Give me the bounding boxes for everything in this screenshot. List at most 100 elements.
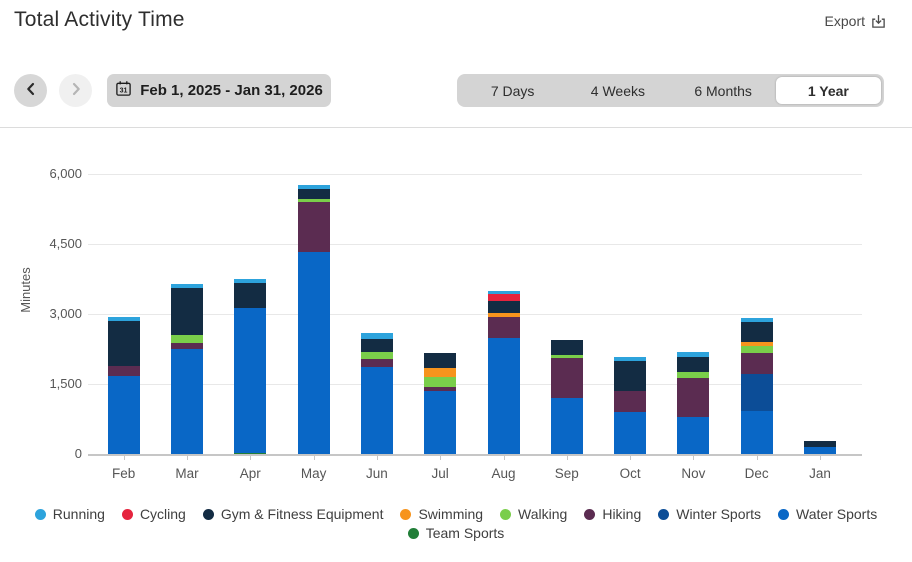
bar-segment-running-dec[interactable] (740, 318, 773, 322)
bar-segment-gym-fitness-equipment-sep[interactable] (550, 340, 583, 356)
legend-item-walking[interactable]: Walking (500, 506, 567, 522)
bar-segment-walking-dec[interactable] (740, 346, 773, 353)
tab-4-weeks[interactable]: 4 Weeks (565, 77, 670, 104)
bar-segment-hiking-aug[interactable] (487, 317, 520, 339)
bar-segment-running-nov[interactable] (677, 352, 710, 357)
x-tick-label-jul: Jul (431, 466, 449, 481)
bar-segment-hiking-may[interactable] (297, 202, 330, 252)
gridline (88, 173, 862, 175)
tab-7-days[interactable]: 7 Days (460, 77, 565, 104)
legend-label: Team Sports (425, 525, 505, 541)
chart-plot: Minutes 0 1,500 3,000 4,500 6,000 Feb Mar Apr Ma… (0, 140, 912, 495)
export-button[interactable]: Export (825, 13, 886, 29)
bar-segment-running-apr[interactable] (234, 278, 267, 283)
date-range-label: Feb 1, 2025 - Jan 31, 2026 (140, 82, 323, 99)
bar-segment-hiking-sep[interactable] (550, 358, 583, 399)
legend-item-gym-fitness-equipment[interactable]: Gym & Fitness Equipment (202, 506, 383, 522)
bar-segment-gym-fitness-equipment-may[interactable] (297, 189, 330, 200)
page-title: Total Activity Time (14, 8, 185, 31)
gridline (88, 243, 862, 245)
legend-item-hiking[interactable]: Hiking (584, 506, 641, 522)
legend-item-team-sports[interactable]: Team Sports (407, 525, 505, 541)
bar-segment-swimming-dec[interactable] (740, 342, 773, 347)
legend-label: Winter Sports (676, 506, 762, 522)
bar-segment-gym-fitness-equipment-feb[interactable] (107, 320, 140, 366)
bar-segment-hiking-nov[interactable] (677, 378, 710, 418)
legend-color-dot (584, 508, 596, 520)
legend-color-dot (202, 508, 214, 520)
legend-color-dot (400, 508, 412, 520)
bar-segment-gym-fitness-equipment-jan[interactable] (804, 441, 836, 448)
x-tick-label-sep: Sep (554, 466, 579, 481)
legend-item-running[interactable]: Running (34, 506, 105, 522)
legend-item-water-sports[interactable]: Water Sports (778, 506, 877, 522)
legend-item-cycling[interactable]: Cycling (121, 506, 186, 522)
bar-segment-water-sports-aug[interactable] (487, 338, 520, 454)
bar-segment-cycling-aug[interactable] (487, 294, 520, 302)
x-tick-label-dec: Dec (744, 466, 769, 481)
bar-segment-hiking-jun[interactable] (360, 359, 393, 368)
bar-segment-gym-fitness-equipment-dec[interactable] (740, 321, 773, 343)
next-period-button[interactable] (59, 74, 92, 107)
bar-segment-walking-jul[interactable] (424, 377, 457, 388)
bar-segment-gym-fitness-equipment-apr[interactable] (234, 282, 267, 308)
legend-label: Water Sports (796, 506, 878, 522)
bar-segment-gym-fitness-equipment-aug[interactable] (487, 301, 520, 314)
bar-segment-walking-nov[interactable] (677, 371, 710, 379)
bar-segment-swimming-jul[interactable] (424, 368, 457, 378)
previous-period-button[interactable] (14, 74, 47, 107)
bar-segment-winter-sports-dec[interactable] (740, 373, 773, 411)
legend-label: Walking (518, 506, 568, 522)
bar-segment-water-sports-apr[interactable] (234, 307, 267, 453)
bar-segment-water-sports-dec[interactable] (740, 410, 773, 454)
legend-item-swimming[interactable]: Swimming (400, 506, 483, 522)
bar-segment-running-oct[interactable] (614, 356, 647, 362)
date-range-button[interactable]: 31 Feb 1, 2025 - Jan 31, 2026 (107, 74, 331, 107)
bar-segment-hiking-mar[interactable] (171, 342, 203, 349)
bar-segment-water-sports-jan[interactable] (804, 447, 836, 454)
bar-segment-running-jun[interactable] (360, 332, 393, 339)
bar-segment-team-sports-apr[interactable] (234, 452, 267, 454)
legend-color-dot (658, 508, 670, 520)
bar-segment-water-sports-sep[interactable] (550, 398, 583, 454)
tab-1-year[interactable]: 1 Year (775, 77, 881, 104)
x-tick (630, 456, 632, 460)
bar-segment-running-feb[interactable] (107, 316, 140, 321)
bar-segment-gym-fitness-equipment-jul[interactable] (424, 353, 457, 369)
bar-segment-water-sports-jun[interactable] (360, 367, 393, 454)
x-tick (187, 456, 188, 460)
bar-segment-gym-fitness-equipment-nov[interactable] (677, 356, 710, 372)
bar-segment-walking-sep[interactable] (550, 355, 583, 359)
bar-segment-running-aug[interactable] (487, 291, 520, 295)
bar-segment-running-may[interactable] (297, 185, 330, 190)
legend-row-2: Team Sports (407, 525, 505, 541)
bar-segment-water-sports-jul[interactable] (424, 391, 457, 454)
tab-6-months[interactable]: 6 Months (671, 77, 776, 104)
bar-segment-walking-jun[interactable] (360, 352, 393, 360)
bar-segment-gym-fitness-equipment-mar[interactable] (171, 287, 203, 335)
bar-segment-walking-may[interactable] (297, 199, 330, 203)
calendar-icon: 31 (115, 80, 132, 101)
bar-segment-hiking-feb[interactable] (107, 365, 140, 376)
bar-segment-water-sports-oct[interactable] (614, 411, 647, 454)
bar-segment-gym-fitness-equipment-jun[interactable] (360, 338, 393, 353)
bar-segment-water-sports-mar[interactable] (171, 348, 203, 454)
bar-segment-swimming-aug[interactable] (487, 313, 520, 318)
bar-segment-hiking-dec[interactable] (740, 352, 773, 374)
bar-segment-running-mar[interactable] (171, 283, 203, 288)
bar-segment-gym-fitness-equipment-oct[interactable] (614, 361, 647, 392)
x-tick (313, 456, 315, 460)
legend-label: Cycling (139, 506, 186, 522)
bar-segment-water-sports-may[interactable] (297, 251, 330, 454)
x-tick-label-jun: Jun (366, 466, 388, 481)
bar-segment-walking-mar[interactable] (171, 334, 203, 343)
legend-item-winter-sports[interactable]: Winter Sports (658, 506, 761, 522)
bar-segment-water-sports-nov[interactable] (677, 417, 710, 454)
x-tick (440, 456, 442, 460)
bar-segment-hiking-oct[interactable] (614, 391, 647, 412)
bar-segment-hiking-jul[interactable] (424, 387, 457, 392)
x-tick-label-feb: Feb (112, 466, 136, 481)
bar-segment-water-sports-feb[interactable] (107, 375, 140, 454)
export-label: Export (824, 13, 865, 29)
x-tick-label-nov: Nov (681, 466, 706, 481)
